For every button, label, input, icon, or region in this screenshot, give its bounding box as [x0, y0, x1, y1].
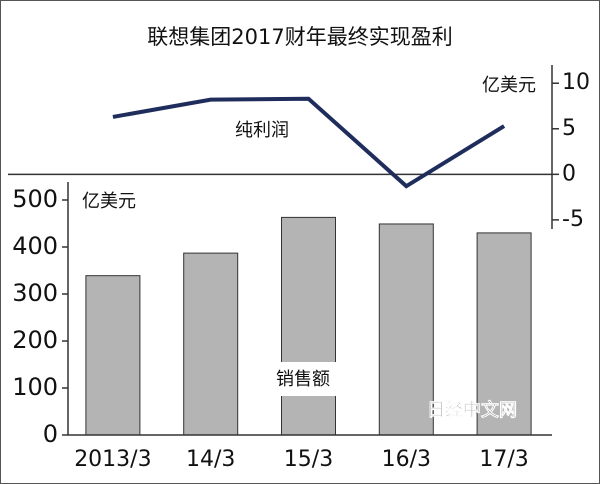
x-tick-label: 15/3 [284, 447, 333, 472]
y-tick-label: 400 [12, 232, 58, 260]
y-tick-label: 500 [12, 185, 58, 213]
bar [183, 252, 239, 436]
y2-axis-label: 亿美元 [482, 75, 536, 96]
bar [281, 216, 336, 436]
y2-tick-label: -5 [562, 207, 584, 232]
bar [378, 223, 434, 436]
x-tick-label: 16/3 [382, 447, 431, 472]
series-label: 纯利润 [235, 120, 289, 141]
y-tick-label: 200 [12, 326, 58, 354]
y-tick-label: 100 [12, 373, 58, 401]
y2-tick-label: 10 [562, 70, 590, 95]
y-tick-label: 0 [43, 420, 58, 448]
chart-title: 联想集团2017财年最终实现盈利 [147, 25, 452, 49]
bar [85, 275, 141, 436]
x-tick-label: 14/3 [186, 447, 235, 472]
watermark: 日经中文网 [427, 399, 517, 421]
line [112, 96, 506, 189]
bar [476, 232, 532, 436]
label-bg [270, 362, 336, 396]
y-tick-label: 300 [12, 279, 58, 307]
y2-tick-label: 5 [562, 116, 576, 141]
y-axis-label: 亿美元 [82, 191, 136, 212]
x-tick-label: 17/3 [479, 447, 528, 472]
y2-tick-label: 0 [562, 161, 576, 186]
x-tick-label: 2013/3 [74, 447, 151, 472]
series-label: 销售额 [276, 369, 330, 390]
